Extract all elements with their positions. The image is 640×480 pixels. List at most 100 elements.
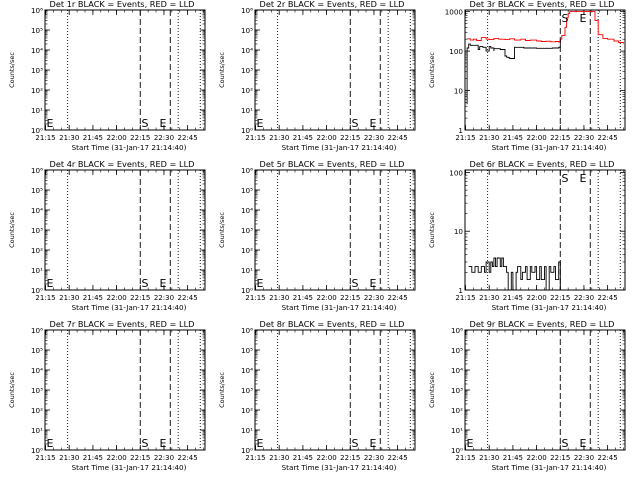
x-axis-label: Start Time (31-Jan-17 21:14:40) xyxy=(282,143,397,152)
y-axis-label: Counts/sec xyxy=(8,212,16,248)
y-tick-label: 10⁶ xyxy=(451,326,463,335)
x-tick-label: 22:30 xyxy=(574,294,594,302)
y-tick-label: 10⁴ xyxy=(451,366,463,375)
y-tick-label: 10¹ xyxy=(241,266,253,275)
panel-title: Det 4r BLACK = Events, RED = LLD xyxy=(50,159,195,169)
x-tick-label: 22:30 xyxy=(574,134,594,142)
y-tick-label: 10¹ xyxy=(31,426,43,435)
plot-frame xyxy=(44,9,206,131)
x-tick-label: 22:45 xyxy=(178,294,198,302)
x-axis-label: Start Time (31-Jan-17 21:14:40) xyxy=(492,463,607,472)
y-tick-label: 10⁰ xyxy=(31,126,43,135)
x-tick-label: 21:30 xyxy=(59,454,79,462)
plot-frame xyxy=(44,169,206,291)
x-tick-label: 22:30 xyxy=(154,294,174,302)
y-tick-label: 1 xyxy=(458,126,463,135)
y-tick-label: 10⁶ xyxy=(31,166,43,175)
detector-panel: Det 4r BLACK = Events, RED = LLD Counts/s… xyxy=(8,159,206,312)
x-tick-label: 22:45 xyxy=(598,454,618,462)
x-tick-label: 21:15 xyxy=(35,454,55,462)
y-tick-label: 10 xyxy=(454,227,464,236)
marker-s-label: S xyxy=(562,172,569,185)
y-tick-label: 100 xyxy=(449,47,463,56)
detector-panel: Det 8r BLACK = Events, RED = LLD Counts/s… xyxy=(218,319,416,472)
marker-e-label: E xyxy=(47,277,54,290)
y-tick-label: 10¹ xyxy=(241,106,253,115)
y-tick-label: 10⁰ xyxy=(241,446,253,455)
y-tick-label: 10⁵ xyxy=(31,346,43,355)
x-tick-label: 21:15 xyxy=(35,294,55,302)
x-tick-label: 22:45 xyxy=(388,454,408,462)
y-tick-label: 10⁰ xyxy=(241,286,253,295)
y-tick-label: 10⁴ xyxy=(241,46,253,55)
y-tick-label: 10⁵ xyxy=(31,26,43,35)
x-tick-label: 22:00 xyxy=(106,134,126,142)
panel-title: Det 3r BLACK = Events, RED = LLD xyxy=(470,0,615,9)
x-tick-label: 22:15 xyxy=(340,134,360,142)
detector-panel: Det 1r BLACK = Events, RED = LLD Counts/s… xyxy=(8,0,206,152)
y-tick-label: 100 xyxy=(449,168,463,177)
y-tick-label: 10¹ xyxy=(31,106,43,115)
marker-e-label: E xyxy=(579,172,586,185)
panel-title: Det 1r BLACK = Events, RED = LLD xyxy=(50,0,195,9)
x-axis-label: Start Time (31-Jan-17 21:14:40) xyxy=(282,463,397,472)
x-tick-label: 21:15 xyxy=(245,134,265,142)
marker-e-label: E xyxy=(159,437,166,450)
detector-panel: Det 6r BLACK = Events, RED = LLD Counts/s… xyxy=(428,159,626,312)
events-series-line xyxy=(466,39,561,105)
x-tick-label: 22:00 xyxy=(526,134,546,142)
marker-e-label: E xyxy=(159,117,166,130)
y-tick-label: 10⁴ xyxy=(31,46,43,55)
y-axis-label: Counts/sec xyxy=(428,372,436,408)
marker-e-label: E xyxy=(47,437,54,450)
x-tick-label: 21:45 xyxy=(293,134,313,142)
events-series-line xyxy=(468,257,561,291)
y-tick-label: 10⁰ xyxy=(31,446,43,455)
y-axis-label: Counts/sec xyxy=(428,52,436,88)
x-tick-label: 22:45 xyxy=(178,454,198,462)
y-tick-label: 10² xyxy=(31,246,43,255)
y-tick-label: 10⁵ xyxy=(451,346,463,355)
marker-s-label: S xyxy=(562,12,569,25)
y-tick-label: 10⁰ xyxy=(31,286,43,295)
y-tick-label: 10⁴ xyxy=(31,366,43,375)
x-tick-label: 22:00 xyxy=(316,294,336,302)
x-tick-label: 21:30 xyxy=(479,294,499,302)
x-tick-label: 22:15 xyxy=(130,454,150,462)
y-tick-label: 10³ xyxy=(241,386,253,395)
y-axis-label: Counts/sec xyxy=(218,372,226,408)
marker-e-label: E xyxy=(47,117,54,130)
y-tick-label: 10¹ xyxy=(31,266,43,275)
y-tick-label: 10² xyxy=(241,246,253,255)
panel-title: Det 8r BLACK = Events, RED = LLD xyxy=(260,319,405,329)
x-tick-label: 21:30 xyxy=(479,134,499,142)
x-tick-label: 22:15 xyxy=(130,294,150,302)
y-tick-label: 1 xyxy=(458,286,463,295)
x-tick-label: 21:45 xyxy=(293,294,313,302)
lld-series-line xyxy=(467,11,624,44)
y-tick-label: 10⁵ xyxy=(31,186,43,195)
x-tick-label: 22:15 xyxy=(550,294,570,302)
y-tick-label: 10² xyxy=(241,86,253,95)
marker-s-label: S xyxy=(142,277,149,290)
x-tick-label: 22:45 xyxy=(598,134,618,142)
x-tick-label: 21:15 xyxy=(245,294,265,302)
y-tick-label: 10⁴ xyxy=(241,366,253,375)
x-tick-label: 21:45 xyxy=(83,294,103,302)
panel-title: Det 2r BLACK = Events, RED = LLD xyxy=(260,0,405,9)
x-tick-label: 21:45 xyxy=(83,134,103,142)
panel-title: Det 7r BLACK = Events, RED = LLD xyxy=(50,319,195,329)
y-tick-label: 10² xyxy=(241,406,253,415)
y-tick-label: 10⁵ xyxy=(241,26,253,35)
x-tick-label: 22:00 xyxy=(316,134,336,142)
y-tick-label: 10⁶ xyxy=(241,326,253,335)
y-tick-label: 10⁶ xyxy=(241,6,253,15)
detector-panel: Det 3r BLACK = Events, RED = LLD Counts/s… xyxy=(428,0,626,152)
y-tick-label: 10⁶ xyxy=(31,6,43,15)
x-tick-label: 21:15 xyxy=(455,454,475,462)
y-axis-label: Counts/sec xyxy=(218,52,226,88)
marker-s-label: S xyxy=(142,437,149,450)
x-tick-label: 22:00 xyxy=(526,294,546,302)
y-tick-label: 10³ xyxy=(31,66,43,75)
